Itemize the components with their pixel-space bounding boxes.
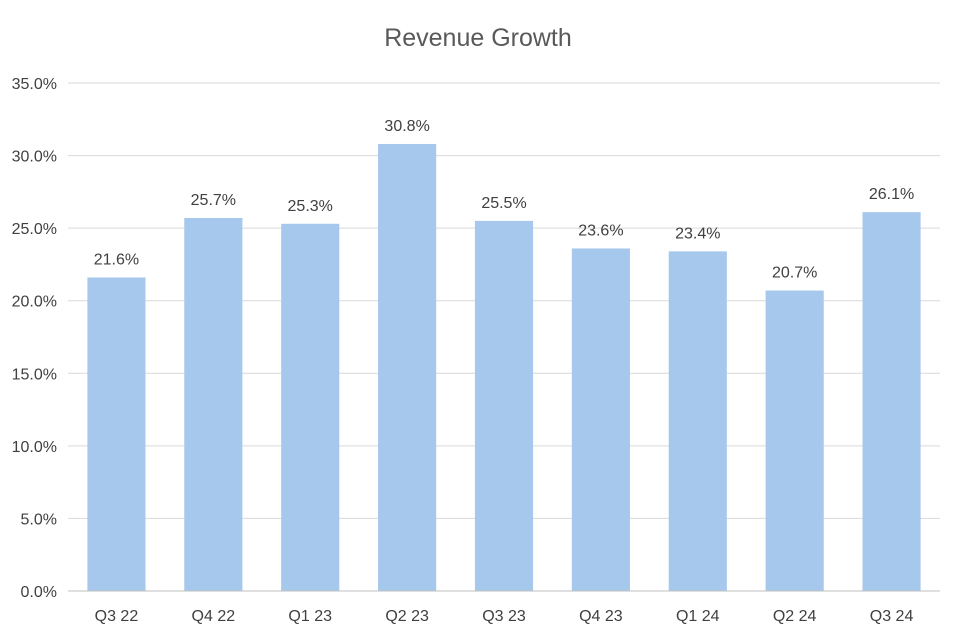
bar bbox=[281, 223, 340, 591]
bar bbox=[184, 217, 243, 592]
bar bbox=[474, 220, 534, 591]
chart-title: Revenue Growth bbox=[384, 24, 572, 52]
data-label: 20.7% bbox=[772, 265, 817, 282]
bar bbox=[571, 248, 630, 591]
data-label: 25.5% bbox=[481, 195, 526, 212]
x-axis-tick-labels: Q3 22 Q4 22 Q1 23 Q2 23 Q3 23 Q4 23 Q1 24 Q2 24… bbox=[95, 608, 914, 625]
bar bbox=[765, 290, 824, 591]
x-tick-label: Q1 24 bbox=[676, 608, 720, 625]
data-label: 21.6% bbox=[94, 251, 139, 268]
y-tick-label: 10.0% bbox=[12, 439, 57, 456]
x-tick-label: Q2 24 bbox=[773, 608, 817, 625]
data-label: 30.8% bbox=[384, 118, 429, 135]
bars bbox=[87, 143, 921, 592]
y-tick-label: 25.0% bbox=[12, 221, 57, 238]
x-tick-label: Q4 23 bbox=[579, 608, 623, 625]
y-tick-label: 0.0% bbox=[21, 584, 57, 601]
data-label: 25.3% bbox=[288, 198, 333, 215]
data-label: 25.7% bbox=[191, 192, 236, 209]
y-tick-label: 15.0% bbox=[12, 366, 57, 383]
data-label: 26.1% bbox=[869, 186, 914, 203]
bar bbox=[668, 251, 727, 591]
x-tick-label: Q4 22 bbox=[192, 608, 236, 625]
bar bbox=[378, 143, 437, 591]
y-tick-label: 35.0% bbox=[12, 76, 57, 93]
x-tick-label: Q3 22 bbox=[95, 608, 139, 625]
y-axis-tick-labels: 0.0% 5.0% 10.0% 15.0% 20.0% 25.0% 30.0% 35.0% bbox=[12, 76, 57, 601]
x-tick-label: Q3 23 bbox=[482, 608, 526, 625]
bar bbox=[862, 212, 921, 592]
x-tick-label: Q2 23 bbox=[385, 608, 429, 625]
data-label: 23.4% bbox=[675, 225, 720, 242]
x-tick-label: Q1 23 bbox=[288, 608, 332, 625]
data-labels: 21.6% 25.7% 25.3% 30.8% 25.5% 23.6% 23.4% 20.7%… bbox=[94, 118, 914, 282]
y-tick-label: 30.0% bbox=[12, 149, 57, 166]
y-tick-label: 5.0% bbox=[21, 511, 57, 528]
data-label: 23.6% bbox=[578, 222, 623, 239]
bar bbox=[87, 277, 146, 591]
y-tick-label: 20.0% bbox=[12, 294, 57, 311]
x-tick-label: Q3 24 bbox=[870, 608, 914, 625]
